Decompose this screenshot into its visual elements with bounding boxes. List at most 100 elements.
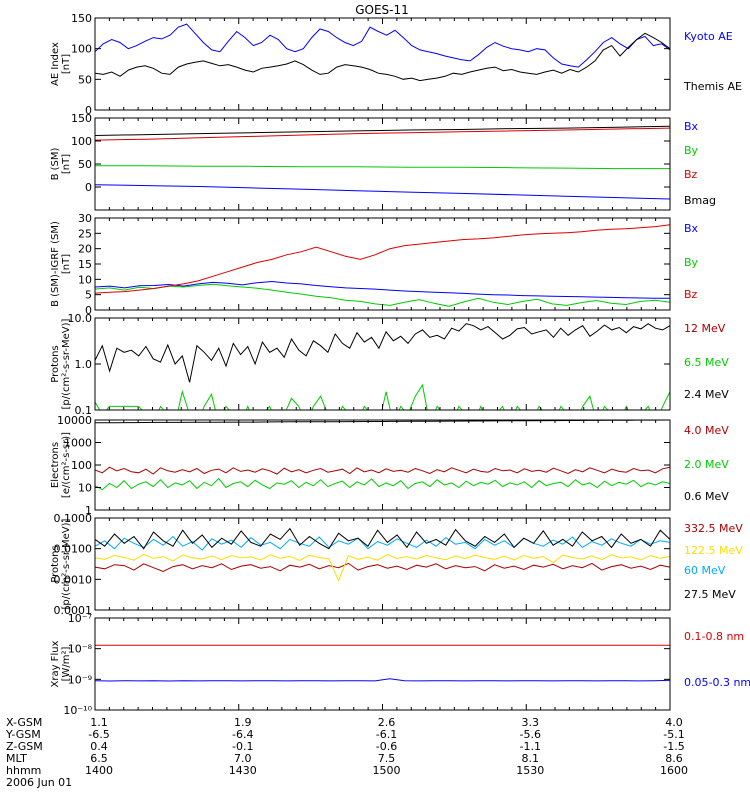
x-tick-z_gsm: -0.1 [232, 740, 253, 753]
y-tick-label: 0.0100 [54, 543, 93, 556]
legend-bsm-3: Bmag [684, 194, 716, 207]
x-tick-hhmm: 1500 [373, 764, 401, 777]
y-tick-label: 30 [78, 212, 92, 225]
y-tick-label: 50 [78, 158, 92, 171]
y-tick-label: 1000 [64, 437, 92, 450]
y-tick-label: 100 [71, 135, 92, 148]
y-axis-label: Electrons [50, 442, 61, 488]
legend-bsm-2: Bz [684, 168, 698, 181]
y-tick-label: 0 [85, 181, 92, 194]
x-tick-hhmm: 1600 [660, 764, 688, 777]
y-tick-label: 100 [71, 43, 92, 56]
legend-electrons-2: 0.6 MeV [684, 490, 729, 503]
x-tick-y_gsm: -6.5 [88, 728, 109, 741]
y-tick-label: 10⁻⁹ [68, 673, 92, 686]
series-ae-0 [95, 23, 670, 68]
series-bsm-0 [95, 184, 670, 200]
y-tick-label: 1.0 [75, 358, 93, 371]
y-tick-label: 1 [85, 504, 92, 517]
series-bdiff-2 [95, 224, 670, 294]
x-tick-hhmm: 1530 [516, 764, 544, 777]
x-tick-z_gsm: 0.4 [90, 740, 108, 753]
y-tick-label: 20 [78, 243, 92, 256]
y-axis-label: [p/(cm²-s-sr-MeV)] [61, 518, 72, 609]
y-tick-label: 0.0010 [54, 573, 93, 586]
legend-protons2-2: 60 MeV [684, 564, 726, 577]
y-axis-label: [p/(cm²-s-sr-MeV)] [61, 318, 72, 409]
y-tick-label: 10000 [57, 414, 92, 427]
x-row-label: hhmm [6, 764, 41, 777]
x-row-label: MLT [6, 752, 27, 765]
x-tick-z_gsm: -1.1 [520, 740, 541, 753]
legend-bdiff-1: By [684, 256, 699, 269]
y-tick-label: 0.0001 [54, 604, 93, 617]
x-tick-x_gsm: 1.9 [234, 716, 252, 729]
x-tick-y_gsm: -5.6 [520, 728, 541, 741]
y-tick-label: 50 [78, 73, 92, 86]
legend-bsm-0: Bx [684, 120, 699, 133]
y-axis-label: Protons [50, 345, 61, 382]
x-tick-y_gsm: -5.1 [663, 728, 684, 741]
legend-electrons-0: 4.0 MeV [684, 424, 729, 437]
series-protons2-0 [95, 562, 670, 573]
y-tick-label: 10.0 [68, 312, 93, 325]
series-bsm-3 [95, 125, 670, 136]
y-tick-label: 100 [71, 459, 92, 472]
series-bsm-1 [95, 165, 670, 170]
y-axis-label: [nT] [61, 54, 72, 74]
panel-ae: 0 50 100 150 AE Index [nT] Kyoto AE Themis AE [50, 12, 742, 117]
series-electrons-0 [95, 466, 670, 475]
x-tick-y_gsm: -6.4 [232, 728, 253, 741]
y-axis-label: Xray Flux [50, 640, 61, 687]
y-tick-label: 150 [71, 12, 92, 25]
legend-ae-0: Kyoto AE [684, 30, 733, 43]
y-axis-label: AE Index [50, 42, 61, 86]
series-electrons-1 [95, 477, 670, 491]
x-tick-y_gsm: -6.1 [376, 728, 397, 741]
y-axis-label: [nT] [61, 154, 72, 174]
legend-protons1-1: 6.5 MeV [684, 356, 729, 369]
x-tick-hhmm: 1430 [229, 764, 257, 777]
legend-electrons-1: 2.0 MeV [684, 458, 729, 471]
legend-bdiff-0: Bx [684, 222, 699, 235]
legend-ae-1: Themis AE [683, 80, 742, 93]
legend-xray-0: 0.1-0.8 nm [684, 630, 744, 643]
x-tick-x_gsm: 1.1 [90, 716, 108, 729]
x-tick-mlt: 7.0 [234, 752, 252, 765]
x-row-label: Z-GSM [6, 740, 43, 753]
series-protons1-2 [95, 323, 670, 383]
panel-protons2: 0.0001 0.0010 0.0100 0.1000 Protons [p/(cm²-s… [50, 512, 743, 617]
x-tick-mlt: 6.5 [90, 752, 108, 765]
x-tick-mlt: 8.1 [522, 752, 540, 765]
y-tick-label: 10⁻⁷ [68, 612, 92, 625]
x-tick-x_gsm: 2.6 [378, 716, 396, 729]
y-tick-label: 15 [78, 258, 92, 271]
y-axis-label: [W/m²] [61, 646, 72, 681]
series-bdiff-0 [95, 280, 670, 299]
y-tick-label: 10⁻¹⁰ [63, 704, 92, 717]
series-protons2-3 [95, 527, 670, 550]
y-tick-label: 10⁻⁸ [68, 643, 93, 656]
series-ae-1 [95, 32, 670, 82]
x-tick-mlt: 8.6 [665, 752, 683, 765]
legend-protons1-2: 2.4 MeV [684, 388, 729, 401]
y-axis-label: B (SM) [50, 147, 61, 180]
y-tick-label: 0.1 [75, 404, 93, 417]
legend-bdiff-2: Bz [684, 288, 698, 301]
y-axis-label: [e/(cm²-s-sr)] [61, 432, 72, 498]
panel-xray: 10⁻¹⁰ 10⁻⁹ 10⁻⁸ 10⁻⁷ Xray Flux [W/m²] 0.1-0.8 … [50, 612, 750, 717]
y-axis-label: Protons [50, 545, 61, 582]
y-tick-label: 25 [78, 227, 92, 240]
panel-protons1: 0.1 1.0 10.0 Protons [p/(cm²-s-sr-MeV)] 12 Me… [50, 312, 729, 417]
y-axis-label: [nT] [61, 254, 72, 274]
y-tick-label: 0 [85, 304, 92, 317]
y-tick-label: 150 [71, 112, 92, 125]
y-tick-label: 0 [85, 104, 92, 117]
series-protons2-2 [95, 535, 670, 551]
x-tick-z_gsm: -0.6 [376, 740, 397, 753]
legend-protons2-3: 27.5 MeV [684, 588, 736, 601]
y-axis-label: B (SM)-IGRF (SM) [50, 221, 61, 307]
x-row-label: Y-GSM [5, 728, 41, 741]
legend-protons2-0: 332.5 MeV [684, 522, 743, 535]
